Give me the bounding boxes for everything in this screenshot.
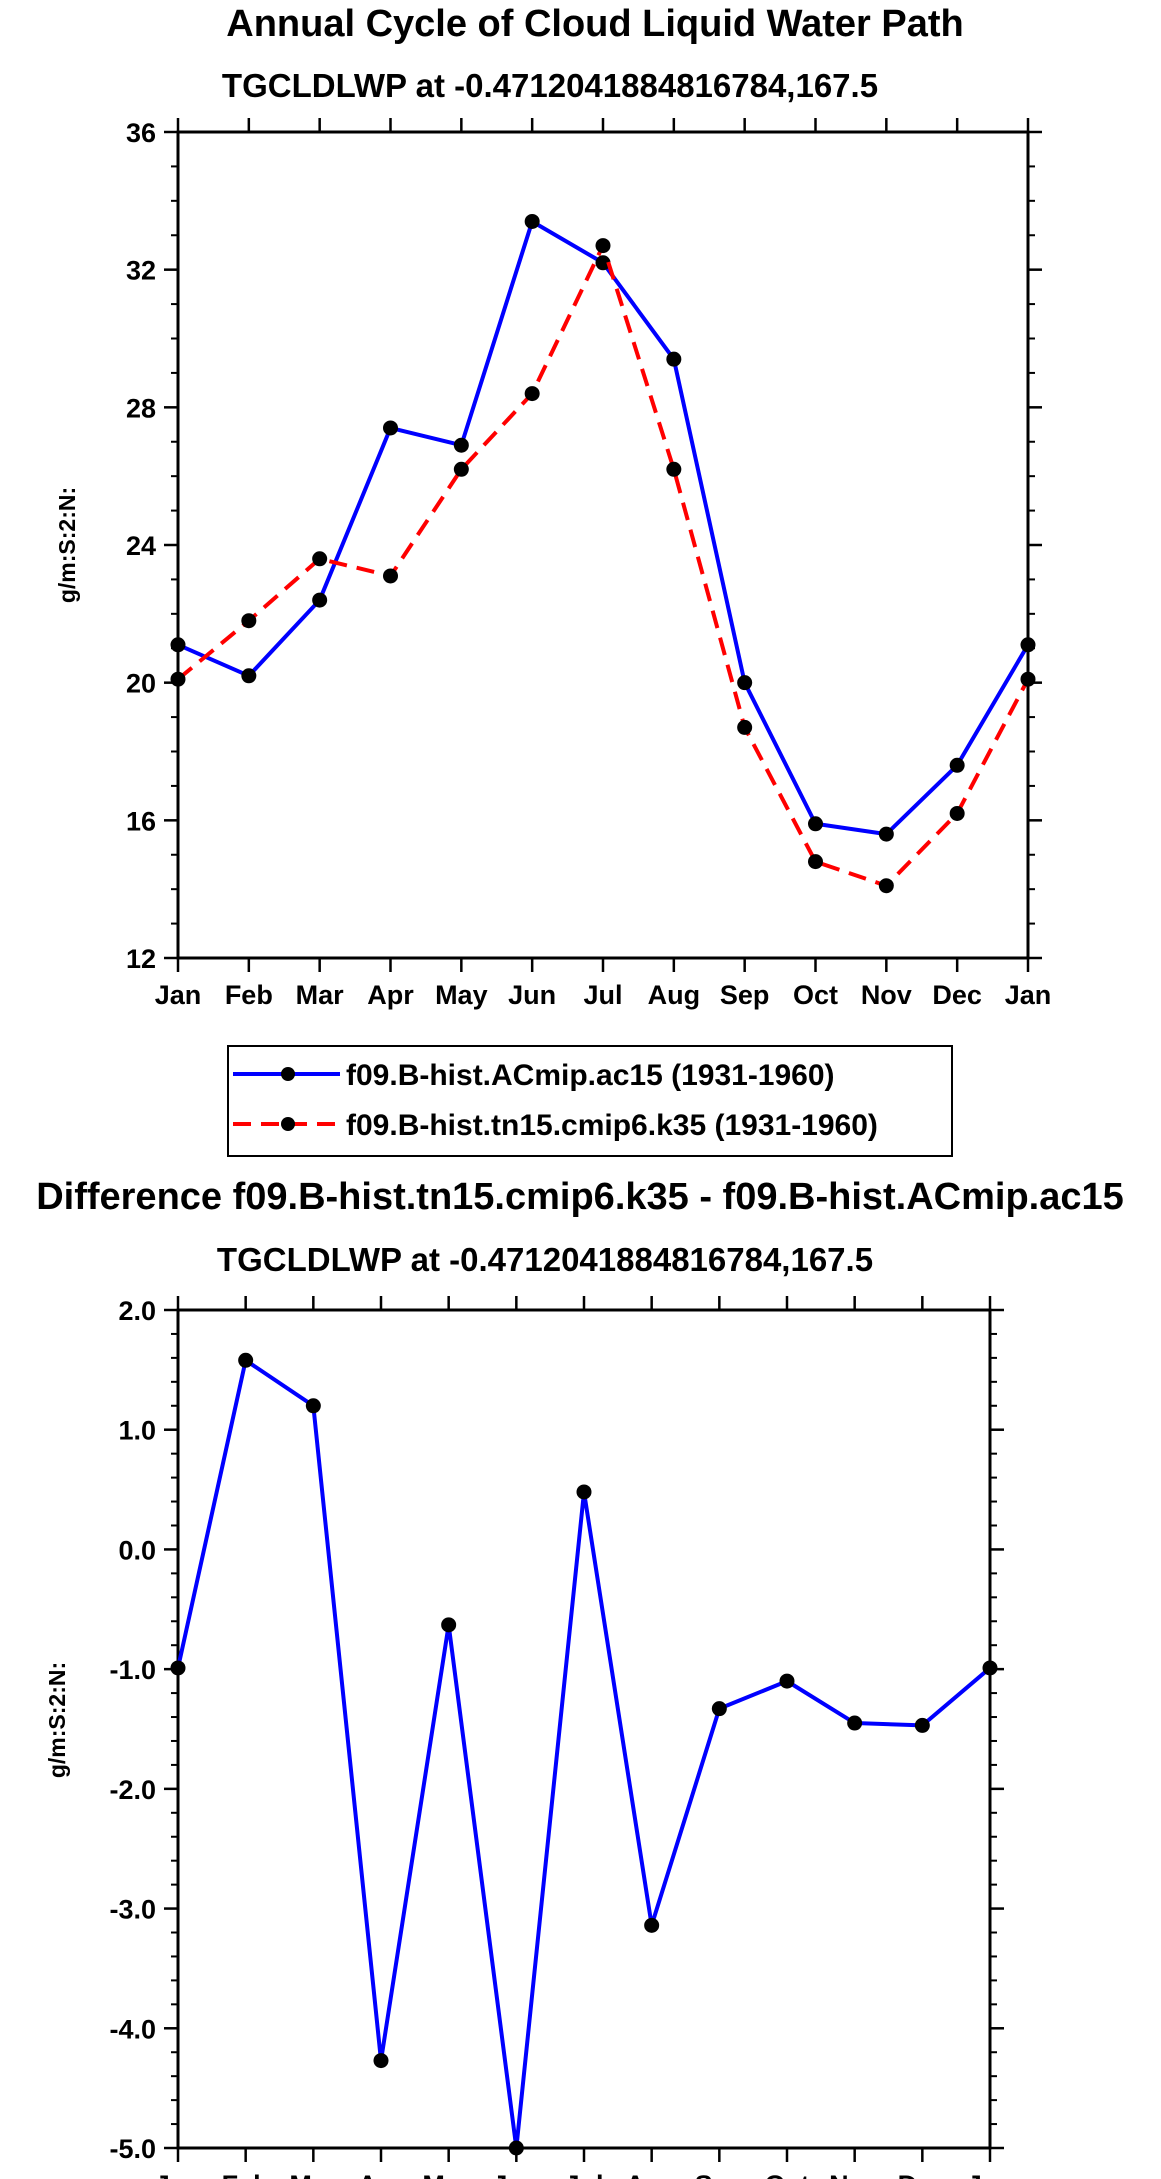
chart1-series-1-point bbox=[949, 757, 965, 773]
chart2-series-1-point bbox=[305, 1398, 321, 1414]
legend-label-series-2: f09.B-hist.tn15.cmip6.k35 (1931-1960) bbox=[346, 1109, 878, 1142]
chart1-subtitle: TGCLDLWP at -0.4712041884816784,167.5 bbox=[222, 67, 878, 104]
chart1-series-1-point bbox=[737, 675, 753, 691]
x-tick-label-jul: Jul bbox=[583, 980, 622, 1010]
x-tick-label-dec: Dec bbox=[898, 2170, 948, 2179]
x-tick-label-oct: Oct bbox=[793, 980, 838, 1010]
x-tick-label-jan: Jan bbox=[1005, 980, 1052, 1010]
chart1-series-2-point bbox=[312, 551, 328, 567]
chart1-series-2-point bbox=[595, 238, 611, 254]
x-tick-label-apr: Apr bbox=[358, 2170, 405, 2179]
x-tick-label-may: May bbox=[422, 2170, 475, 2179]
chart1-series-2-point bbox=[878, 878, 894, 894]
chart2-series-1-point bbox=[779, 1673, 795, 1689]
x-tick-label-may: May bbox=[435, 980, 488, 1010]
chart1-legend: f09.B-hist.ACmip.ac15 (1931-1960) f09.B-… bbox=[227, 1045, 953, 1157]
chart1-series-2-point bbox=[383, 568, 398, 584]
x-tick-label-jan: Jan bbox=[155, 2170, 202, 2179]
legend-marker-series-2 bbox=[281, 1117, 295, 1131]
chart1-series-2-point bbox=[949, 805, 965, 821]
chart2-series-1-point bbox=[576, 1484, 592, 1500]
x-tick-label-jan: Jan bbox=[967, 2170, 1014, 2179]
x-tick-label-oct: Oct bbox=[764, 2170, 809, 2179]
y-tick-label: 16 bbox=[126, 806, 156, 836]
chart2-series-1-point bbox=[644, 1917, 660, 1933]
x-tick-label-aug: Aug bbox=[648, 980, 700, 1010]
chart1-series-1-point bbox=[241, 668, 257, 684]
x-tick-label-sep: Sep bbox=[695, 2170, 745, 2179]
chart1-series-1-point bbox=[808, 816, 823, 832]
x-tick-label-apr: Apr bbox=[367, 980, 414, 1010]
chart1-title: Annual Cycle of Cloud Liquid Water Path bbox=[226, 3, 964, 45]
chart1-series-1-point bbox=[170, 637, 186, 653]
chart2-series-1-point bbox=[508, 2140, 524, 2156]
y-tick-label: -2.0 bbox=[109, 1775, 156, 1805]
y-tick-label: 24 bbox=[126, 531, 156, 561]
y-tick-label: 32 bbox=[126, 256, 156, 286]
legend-marker-series-1 bbox=[281, 1067, 295, 1081]
x-tick-label-mar: Mar bbox=[289, 2170, 338, 2179]
chart1-series-1-point bbox=[666, 351, 682, 367]
x-tick-label-jan: Jan bbox=[155, 980, 202, 1010]
x-tick-label-mar: Mar bbox=[296, 980, 345, 1010]
legend-label-series-1: f09.B-hist.ACmip.ac15 (1931-1960) bbox=[346, 1059, 835, 1092]
y-tick-label: -3.0 bbox=[109, 1895, 156, 1925]
y-tick-label: 0.0 bbox=[118, 1535, 156, 1565]
chart2-title: Difference f09.B-hist.tn15.cmip6.k35 - f… bbox=[36, 1176, 1124, 1218]
chart2-series-1-point bbox=[373, 2053, 389, 2069]
x-tick-label-jul: Jul bbox=[564, 2170, 603, 2179]
x-tick-label-nov: Nov bbox=[861, 980, 912, 1010]
x-tick-label-dec: Dec bbox=[932, 980, 982, 1010]
y-tick-label: -4.0 bbox=[109, 2014, 156, 2044]
chart1-series-1-point bbox=[595, 255, 611, 271]
chart1-series-2-point bbox=[666, 461, 682, 477]
chart2-series-1-point bbox=[170, 1660, 186, 1676]
y-tick-label: -5.0 bbox=[109, 2134, 156, 2164]
chart2-series-1-point bbox=[914, 1717, 930, 1733]
chart1-series-2-point bbox=[1020, 671, 1036, 687]
y-tick-label: 36 bbox=[126, 118, 156, 148]
x-tick-label-sep: Sep bbox=[720, 980, 770, 1010]
y-tick-label: 2.0 bbox=[118, 1296, 156, 1326]
chart2-subtitle: TGCLDLWP at -0.4712041884816784,167.5 bbox=[217, 1241, 873, 1278]
chart1-series-1-point bbox=[1020, 637, 1036, 653]
y-tick-label: 20 bbox=[126, 669, 156, 699]
chart2-frame bbox=[176, 1308, 992, 2150]
chart2-series-1-line bbox=[176, 1358, 992, 2150]
chart1-series-2-line bbox=[176, 243, 1030, 888]
chart1-ylabel: g/m:S:2:N: bbox=[54, 487, 80, 603]
chart2-ylabel: g/m:S:2:N: bbox=[44, 1662, 70, 1778]
y-tick-label: 12 bbox=[126, 944, 156, 974]
chart2-series-1-point bbox=[982, 1660, 998, 1676]
chart1-series-2-point bbox=[170, 671, 186, 687]
chart1-series-2-point bbox=[241, 613, 257, 629]
chart1-series-1-point bbox=[383, 420, 398, 436]
chart1-plot-area: 12 16 20 24 28 32 36 Jan Feb Mar Apr May Jun Jul Aug Se… bbox=[126, 118, 1051, 1010]
x-tick-label-jun: Jun bbox=[508, 980, 556, 1010]
chart1-series-1-point bbox=[878, 826, 894, 842]
chart1-series-1-point bbox=[312, 592, 328, 608]
y-tick-label: 28 bbox=[126, 393, 156, 423]
x-tick-label-nov: Nov bbox=[829, 2170, 880, 2179]
chart2-series-1-point bbox=[847, 1715, 863, 1731]
y-tick-label: -1.0 bbox=[109, 1655, 156, 1685]
y-tick-label: 1.0 bbox=[118, 1416, 156, 1446]
chart1-series-2-point bbox=[808, 854, 823, 870]
chart2-series-1-point bbox=[711, 1701, 727, 1717]
legend-box bbox=[227, 1045, 953, 1157]
chart1-series-1-line bbox=[177, 219, 1030, 837]
x-tick-label-feb: Feb bbox=[225, 980, 273, 1010]
chart1-series-1-point bbox=[524, 213, 540, 229]
x-tick-label-feb: Feb bbox=[222, 2170, 270, 2179]
chart2-plot-area: -5.0 -4.0 -3.0 -2.0 -1.0 0.0 1.0 2.0 Jan Feb Mar Ap… bbox=[109, 1296, 1013, 2179]
chart1-series-1-point bbox=[453, 437, 469, 453]
x-tick-label-aug: Aug bbox=[625, 2170, 677, 2179]
chart2-series-1-point bbox=[441, 1617, 457, 1633]
chart1-series-2-point bbox=[453, 461, 469, 477]
chart1-series-2-point bbox=[737, 719, 753, 735]
chart1-series-2-point bbox=[524, 386, 540, 402]
x-tick-label-jun: Jun bbox=[492, 2170, 540, 2179]
chart2-series-1-point bbox=[238, 1352, 254, 1368]
